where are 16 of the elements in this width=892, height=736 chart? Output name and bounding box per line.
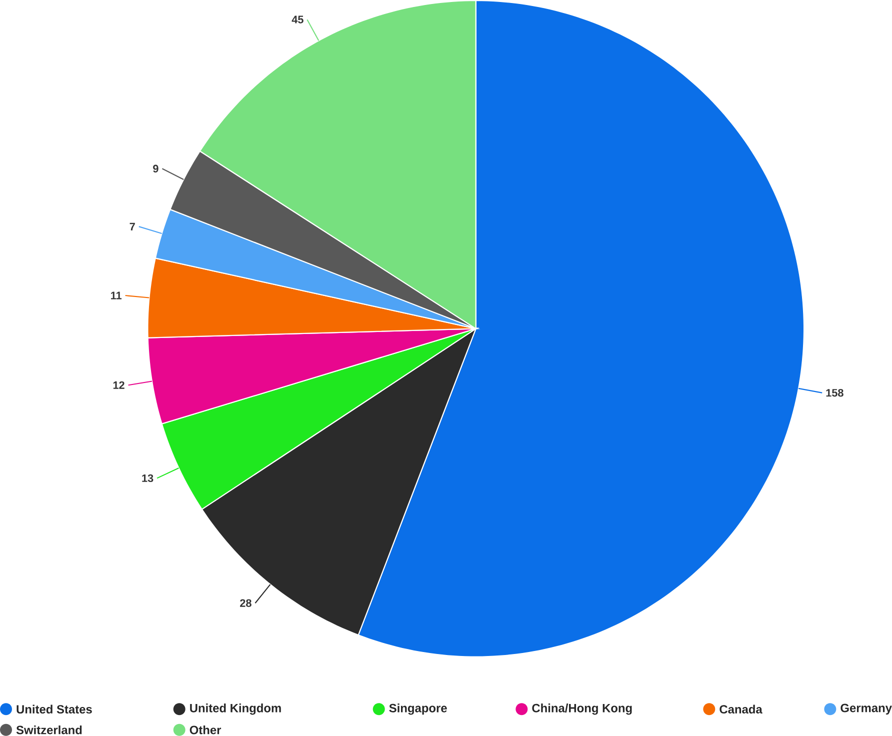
legend-label: United States [16,704,92,714]
legend-label: Canada [720,704,762,714]
data-label: 9 [153,164,158,173]
legend-label: United Kingdom [190,704,281,715]
data-label: 45 [292,16,304,24]
legend-label: China/Hong Kong [532,704,632,715]
legend-label: Germany [840,704,892,715]
data-label: 28 [240,599,252,608]
data-label: 13 [142,474,154,482]
legend-label: Switzerland [16,726,82,734]
data-label: 7 [130,222,135,230]
legend-label: Singapore [389,704,447,715]
data-label: 158 [826,389,844,397]
data-label: 11 [111,292,122,300]
data-label: 12 [113,381,124,389]
legend-label: Other [190,726,222,734]
